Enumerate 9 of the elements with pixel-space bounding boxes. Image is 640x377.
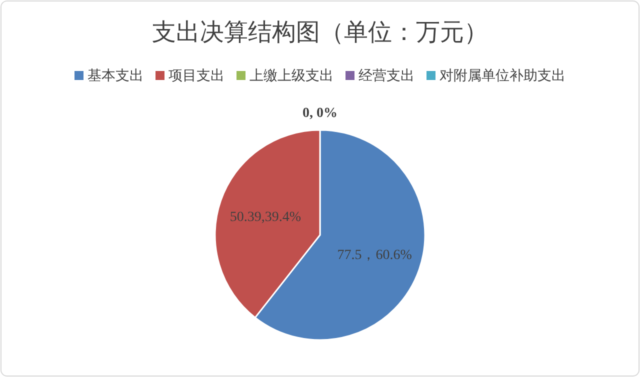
legend-label: 经营支出 bbox=[358, 67, 414, 83]
legend-label: 上缴上级支出 bbox=[250, 67, 334, 83]
chart-title: 支出决算结构图（单位：万元） bbox=[152, 20, 488, 46]
legend-label: 对附属单位补助支出 bbox=[440, 67, 566, 83]
legend-label: 基本支出 bbox=[88, 67, 144, 83]
text: 0, 0% bbox=[302, 106, 338, 121]
data-label: 50.39,39.4% bbox=[230, 210, 302, 226]
data-label: 77.5，60.6% bbox=[337, 248, 412, 263]
legend-label: 项目支出 bbox=[168, 67, 224, 83]
